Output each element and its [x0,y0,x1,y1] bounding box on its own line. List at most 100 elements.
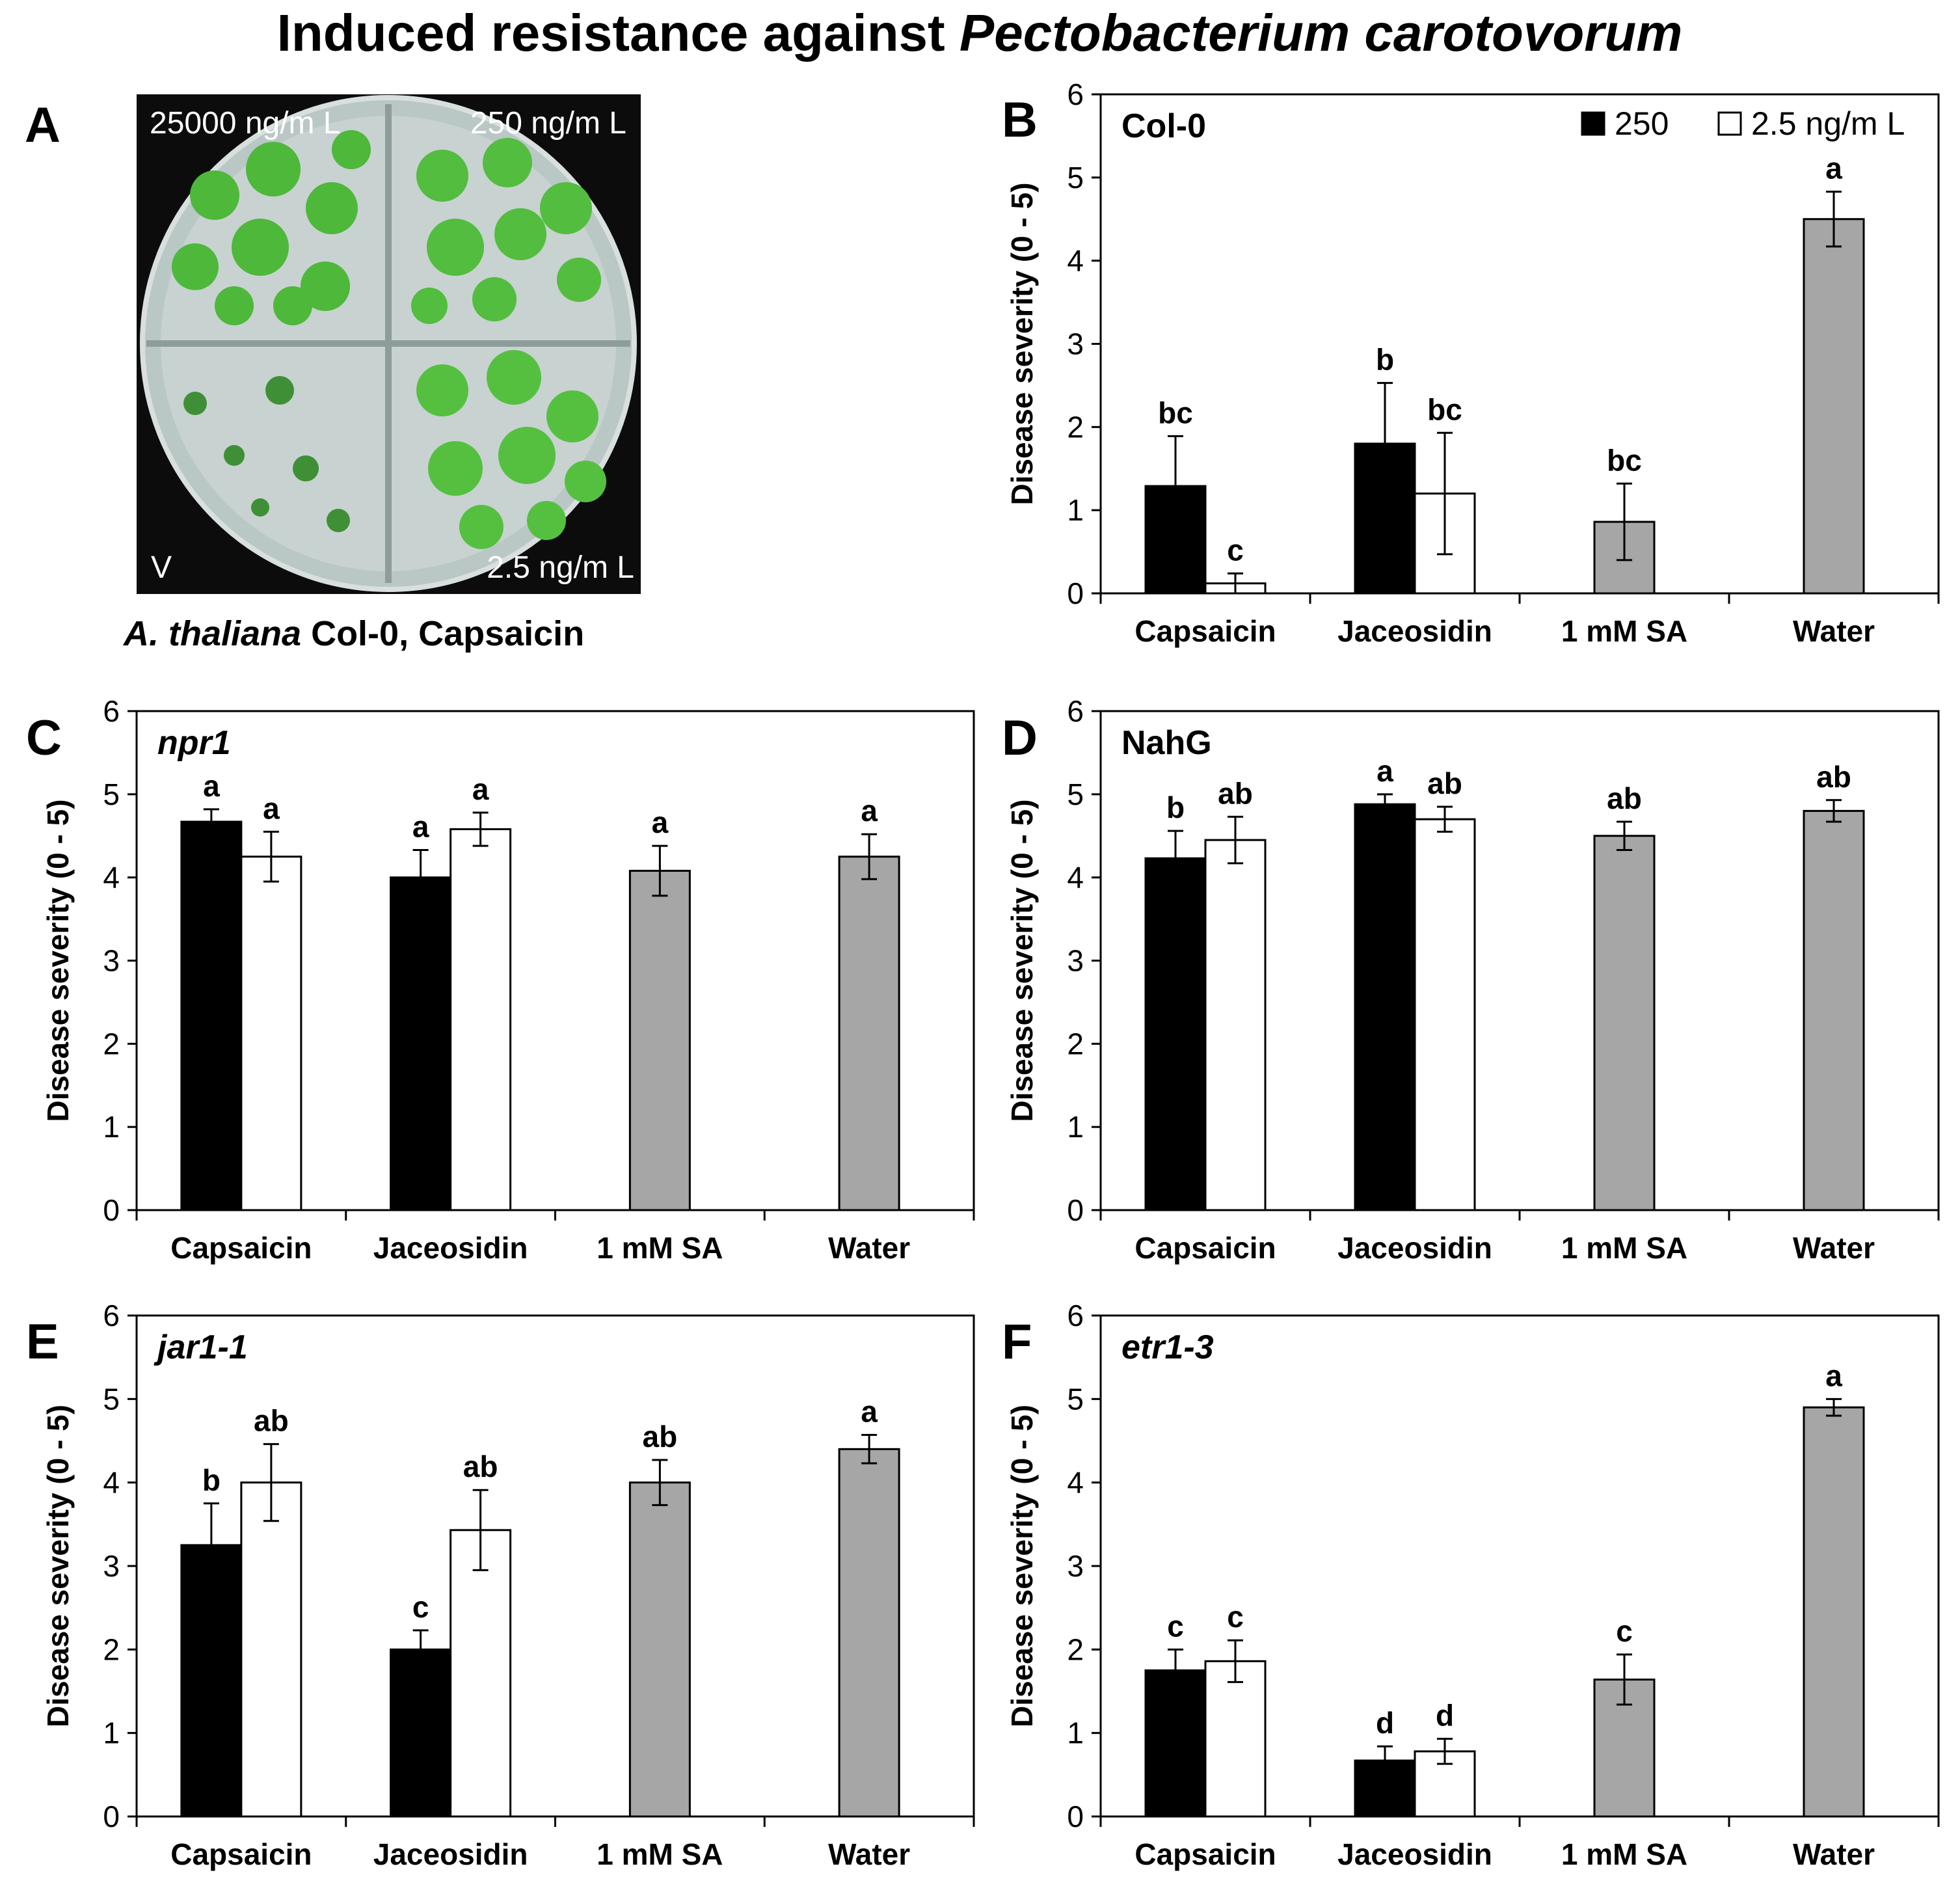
significance-letter: ab [463,1450,498,1483]
x-category-label: 1 mM SA [597,1231,723,1265]
seedlings-bottom-right [416,350,606,549]
x-category-label: Jaceosidin [373,1837,528,1871]
bar [450,1529,512,1818]
significance-letter: a [472,772,489,806]
bar [1144,857,1207,1211]
significance-letter: ab [1607,781,1642,815]
y-tick-label: 0 [1067,1800,1084,1833]
x-category-label: Capsaicin [1134,1231,1276,1265]
bar [1204,1660,1267,1818]
genotype-label: NahG [1121,724,1212,762]
panel-letter: D [1002,710,1038,766]
bar [240,856,302,1211]
y-tick-label: 3 [103,944,120,978]
legend-swatch [1717,111,1742,136]
significance-letter: a [652,805,669,839]
y-tick-label: 2 [103,1027,120,1060]
bar [628,1481,691,1818]
y-tick-label: 4 [103,1466,120,1500]
bar [390,1648,452,1818]
y-tick-label: 5 [1067,777,1084,811]
significance-letter: ab [643,1420,678,1453]
x-category-label: Water [1793,1231,1875,1265]
bar [1204,839,1267,1211]
legend-label: 250 [1615,105,1669,142]
y-tick-label: 1 [1067,493,1084,527]
y-axis-label: Disease severity (0 - 5) [41,1405,75,1727]
y-tick-label: 3 [1067,944,1084,978]
y-axis-label: Disease severity (0 - 5) [1005,1405,1039,1727]
significance-letter: a [263,791,280,825]
y-tick-label: 3 [103,1549,120,1583]
photo-label-250: 250 ng/m L [470,106,626,141]
significance-letter: b [1166,790,1185,824]
significance-letter: bc [1607,443,1642,477]
y-axis-label: Disease severity (0 - 5) [1005,182,1039,505]
photo-panel-a: A 25000 ng/m L 250 ng/m L V 2.5 ng/m L [25,94,641,653]
x-category-label: Water [828,1231,910,1265]
legend-swatch [1581,111,1605,136]
seedlings-top-right [411,138,601,324]
y-tick-label: 4 [1067,1466,1084,1500]
y-tick-label: 6 [1067,77,1084,111]
y-tick-label: 2 [1067,1027,1084,1060]
x-category-label: Water [1793,614,1875,648]
x-category-label: Water [828,1837,910,1871]
significance-letter: a [412,809,429,843]
y-tick-label: 5 [103,1382,120,1416]
x-category-label: Jaceosidin [1337,614,1492,648]
x-category-label: Capsaicin [1134,614,1276,648]
y-tick-label: 2 [1067,1632,1084,1666]
significance-letter: a [1376,754,1393,788]
x-category-label: Capsaicin [1134,1837,1276,1871]
bar [1593,835,1656,1211]
y-tick-label: 4 [1067,861,1084,895]
bar [1354,803,1416,1211]
significance-letter: c [412,1590,429,1624]
bar [1144,1669,1207,1818]
bar [180,1544,243,1818]
significance-letter: d [1376,1706,1394,1740]
significance-letter: bc [1427,392,1462,426]
y-tick-label: 5 [1067,1382,1084,1416]
panel-letter: E [26,1314,59,1370]
photo-label-25000: 25000 ng/m L [150,106,341,141]
panel-letter-a: A [25,98,60,153]
significance-letter: a [861,794,878,828]
bar [838,856,900,1211]
y-tick-label: 2 [103,1632,120,1666]
significance-letter: c [1167,1609,1184,1643]
bar [1803,809,1865,1211]
x-category-label: 1 mM SA [1561,1837,1687,1871]
y-tick-label: 3 [1067,1549,1084,1583]
bar [390,876,452,1211]
photo-label-2-5: 2.5 ng/m L [487,550,634,585]
seedlings-bottom-left [183,376,350,532]
y-tick-label: 0 [103,1193,120,1227]
y-axis-label: Disease severity (0 - 5) [1005,799,1039,1122]
panel-letter: B [1002,92,1038,148]
x-category-label: 1 mM SA [1561,1231,1687,1265]
bar [838,1448,900,1818]
y-tick-label: 6 [103,1299,120,1332]
y-tick-label: 6 [1067,1299,1084,1332]
significance-letter: c [1227,1600,1244,1634]
y-tick-label: 0 [1067,576,1084,610]
x-category-label: 1 mM SA [1561,614,1687,648]
bar [240,1481,302,1818]
significance-letter: b [1376,343,1394,377]
bar [1803,218,1865,595]
photo-caption: A. thaliana Col-0, Capsaicin [122,614,584,653]
y-axis-label: Disease severity (0 - 5) [41,799,75,1122]
y-tick-label: 5 [103,777,120,811]
significance-letter: bc [1158,396,1193,429]
significance-letter: a [1825,1358,1842,1392]
chart-panel-e: E 0 1 2 3 4 5 6 Disease severity (0 - 5) Capsaici… [26,1299,975,1871]
panel-letter: F [1002,1314,1032,1370]
y-tick-label: 1 [103,1110,120,1144]
chart-panel-f: F 0 1 2 3 4 5 6 Disease severity (0 - 5) Capsaici… [1002,1299,1940,1871]
y-tick-label: 1 [103,1716,120,1750]
significance-letter: b [202,1463,221,1497]
genotype-label: etr1-3 [1121,1329,1214,1366]
